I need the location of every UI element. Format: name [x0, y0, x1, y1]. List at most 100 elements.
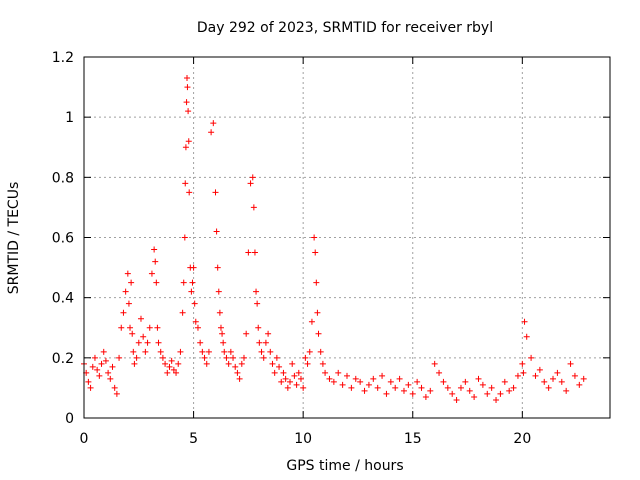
data-point — [155, 339, 162, 346]
data-point — [449, 390, 456, 397]
data-point — [164, 369, 171, 376]
data-point — [175, 360, 182, 367]
y-tick-label: 0.6 — [52, 231, 74, 247]
x-tick-label: 20 — [513, 431, 531, 447]
chart-title: Day 292 of 2023, SRMTID for receiver rby… — [197, 20, 493, 36]
y-tick-label: 0.4 — [52, 291, 74, 307]
data-point — [444, 384, 451, 391]
x-tick-label: 0 — [80, 431, 89, 447]
data-point — [182, 144, 189, 151]
data-point — [271, 369, 278, 376]
data-point — [576, 381, 583, 388]
data-point — [431, 360, 438, 367]
data-point — [205, 348, 212, 355]
data-point — [210, 120, 217, 127]
x-axis-label: GPS time / hours — [286, 458, 403, 474]
data-point — [186, 189, 193, 196]
data-point — [255, 324, 262, 331]
data-point — [536, 366, 543, 373]
data-point — [213, 228, 220, 235]
data-point — [107, 375, 114, 382]
data-point — [179, 309, 186, 316]
data-point — [370, 375, 377, 382]
data-point — [335, 369, 342, 376]
data-point — [185, 108, 192, 115]
data-point — [236, 375, 243, 382]
data-point — [223, 354, 230, 361]
data-point — [203, 360, 210, 367]
data-point — [208, 129, 215, 136]
data-point — [265, 330, 272, 337]
data-point — [170, 366, 177, 373]
data-point — [475, 375, 482, 382]
data-point — [471, 393, 478, 400]
data-point — [311, 234, 318, 241]
data-point — [135, 339, 142, 346]
data-point — [521, 318, 528, 325]
data-point — [154, 324, 161, 331]
data-point — [219, 330, 226, 337]
data-point — [177, 348, 184, 355]
data-point — [563, 387, 570, 394]
data-point — [532, 372, 539, 379]
data-point — [427, 387, 434, 394]
data-point — [520, 369, 527, 376]
data-point — [462, 378, 469, 385]
data-point — [109, 363, 116, 370]
data-point — [253, 288, 260, 295]
data-point — [232, 363, 239, 370]
data-point — [181, 234, 188, 241]
data-point — [122, 288, 129, 295]
data-point — [379, 372, 386, 379]
data-point — [273, 354, 280, 361]
data-point — [100, 348, 107, 355]
data-point — [238, 360, 245, 367]
data-point — [519, 360, 526, 367]
data-point — [250, 204, 257, 211]
data-point — [269, 360, 276, 367]
data-point — [128, 279, 135, 286]
data-point — [168, 357, 175, 364]
data-point — [293, 381, 300, 388]
data-point — [256, 339, 263, 346]
data-point — [113, 390, 120, 397]
data-point — [488, 384, 495, 391]
data-point — [258, 348, 265, 355]
data-point — [326, 375, 333, 382]
data-point — [212, 189, 219, 196]
data-point — [217, 324, 224, 331]
data-point — [173, 369, 180, 376]
data-point — [166, 363, 173, 370]
data-point — [125, 300, 132, 307]
data-point — [234, 369, 241, 376]
data-point — [247, 180, 254, 187]
data-point — [183, 99, 190, 106]
data-point — [302, 354, 309, 361]
data-point — [383, 390, 390, 397]
x-tick-label: 15 — [404, 431, 422, 447]
data-point — [137, 315, 144, 322]
data-point — [501, 378, 508, 385]
data-point — [348, 384, 355, 391]
data-point — [312, 249, 319, 256]
data-point — [278, 378, 285, 385]
data-point — [295, 369, 302, 376]
data-point — [322, 369, 329, 376]
data-point — [414, 378, 421, 385]
data-point — [199, 348, 206, 355]
data-point — [260, 354, 267, 361]
data-point — [251, 249, 258, 256]
data-point — [89, 363, 96, 370]
data-point — [352, 375, 359, 382]
data-point — [197, 339, 204, 346]
data-point — [116, 354, 123, 361]
data-point — [142, 348, 149, 355]
data-point — [396, 375, 403, 382]
data-point — [571, 372, 578, 379]
data-point — [291, 372, 298, 379]
data-point — [87, 384, 94, 391]
data-point — [523, 333, 530, 340]
data-point — [124, 270, 131, 277]
data-point — [120, 309, 127, 316]
data-point — [317, 348, 324, 355]
